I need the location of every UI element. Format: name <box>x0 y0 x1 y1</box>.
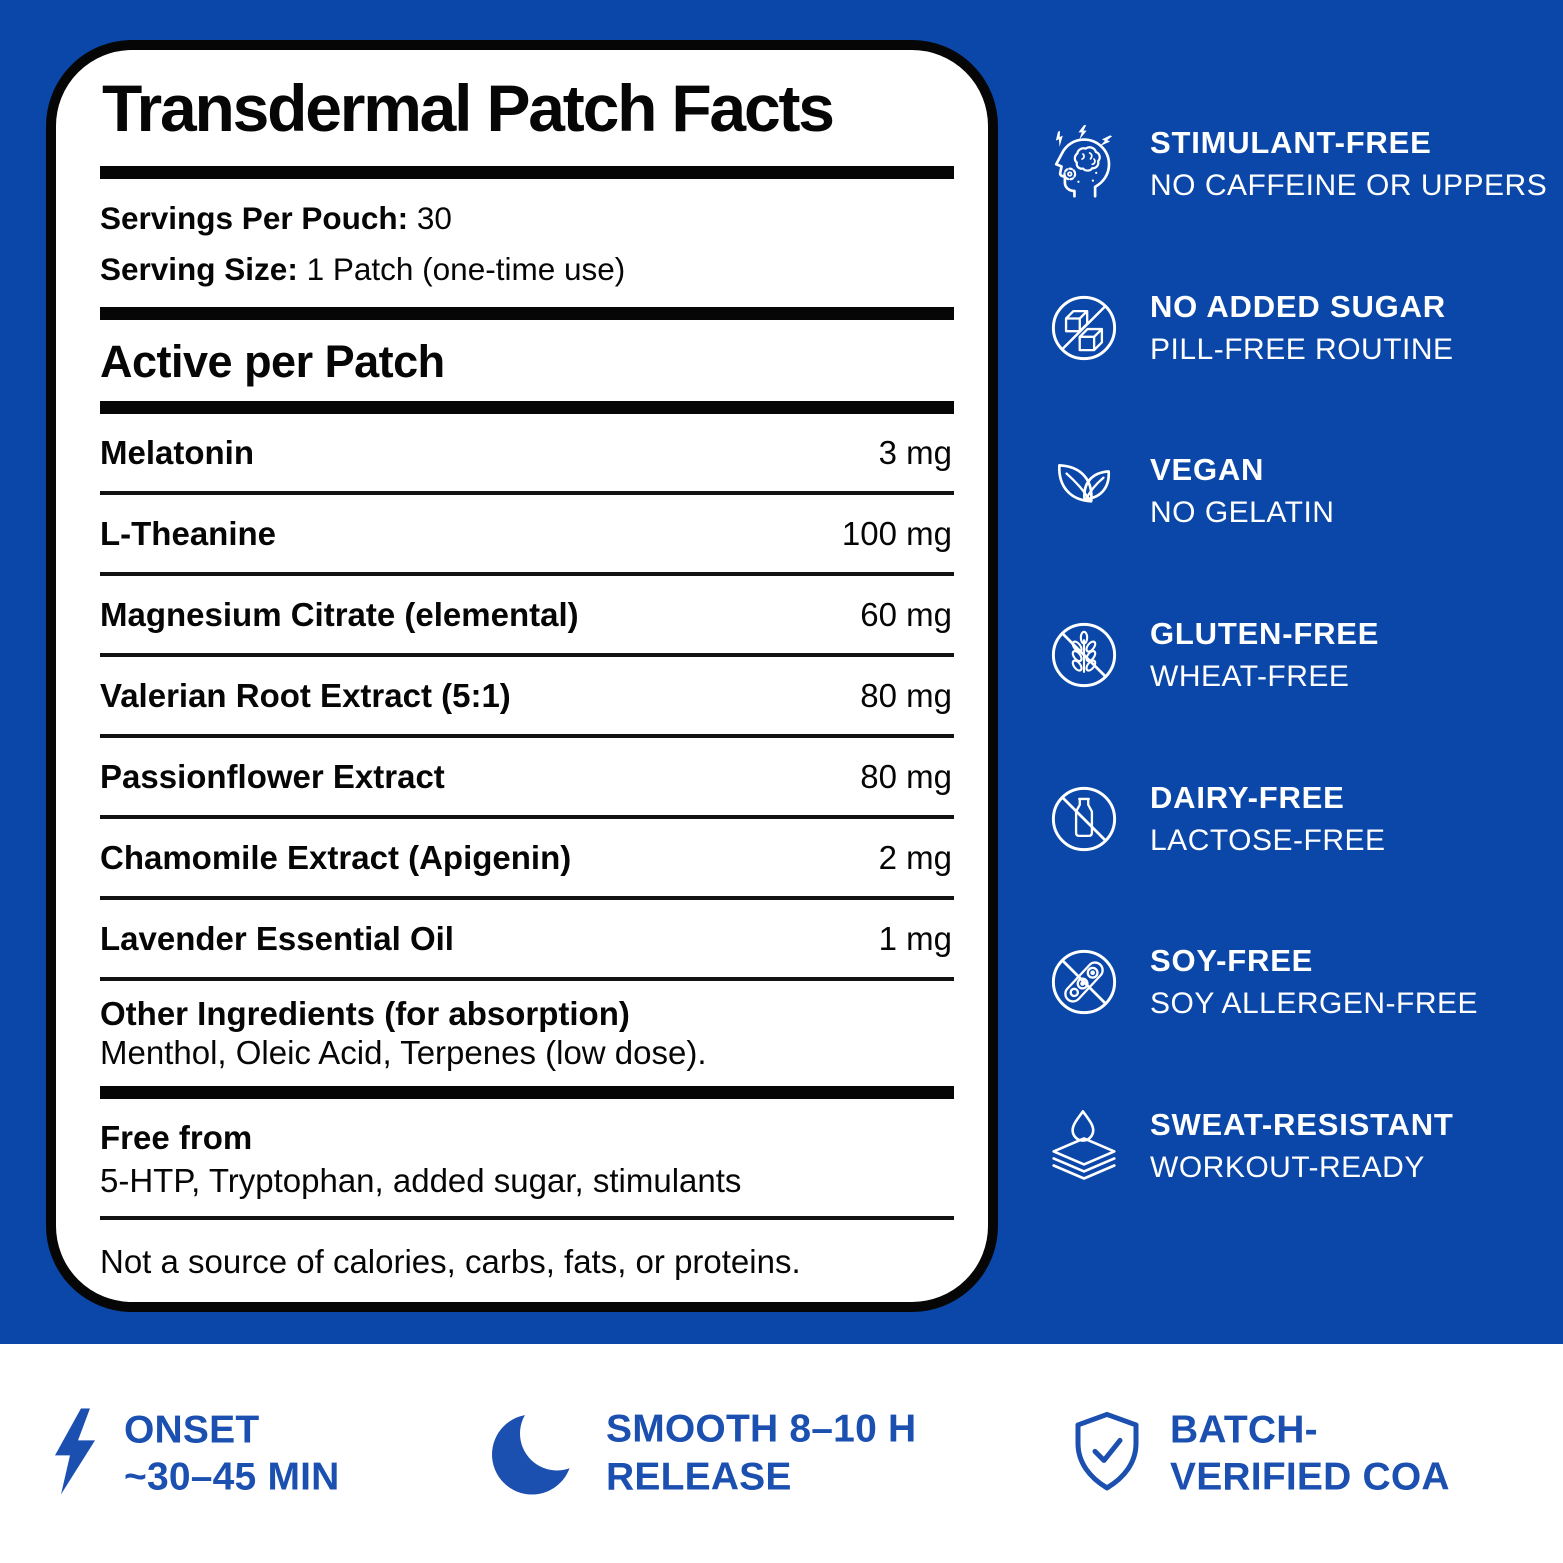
ingredient-name: Magnesium Citrate (elemental) <box>100 596 579 634</box>
ingredient-row: Valerian Root Extract (5:1) 80 mg <box>100 657 954 738</box>
badge-text: GLUTEN-FREE WHEAT-FREE <box>1150 616 1379 694</box>
badge-dairy-free: DAIRY-FREE LACTOSE-FREE <box>1042 775 1552 863</box>
feature-line2: ~30–45 MIN <box>124 1455 340 1499</box>
serving-size-value: 1 Patch (one-time use) <box>306 250 626 287</box>
badge-subtitle: SOY ALLERGEN-FREE <box>1150 987 1479 1021</box>
feature-line2: VERIFIED COA <box>1170 1455 1450 1499</box>
feature-line1: ONSET <box>124 1407 260 1451</box>
divider-thick <box>100 1085 954 1099</box>
divider-thin <box>100 1216 954 1221</box>
vegan-leaf-icon <box>1042 447 1126 535</box>
ingredient-amount: 100 mg <box>841 515 952 553</box>
footnote: Not a source of calories, carbs, fats, o… <box>100 1243 801 1281</box>
feature-line2: RELEASE <box>606 1455 792 1499</box>
ingredient-amount: 60 mg <box>860 596 952 634</box>
free-from: Free from 5-HTP, Tryptophan, added sugar… <box>100 1117 954 1203</box>
lightning-bolt-icon <box>52 1408 98 1499</box>
badge-title: VEGAN <box>1150 452 1265 488</box>
feature-text: BATCH- VERIFIED COA <box>1170 1406 1450 1501</box>
sweat-resistant-layers-icon <box>1042 1102 1126 1190</box>
badge-title: NO ADDED SUGAR <box>1150 288 1446 324</box>
ingredient-name: Passionflower Extract <box>100 757 445 795</box>
badge-text: SOY-FREE SOY ALLERGEN-FREE <box>1150 943 1478 1021</box>
divider-thick <box>100 401 954 415</box>
badge-title: GLUTEN-FREE <box>1150 615 1380 651</box>
soy-free-pod-icon <box>1042 938 1126 1026</box>
free-from-heading: Free from <box>100 1118 253 1156</box>
no-added-sugar-icon <box>1042 284 1126 372</box>
gluten-free-wheat-icon <box>1042 611 1126 699</box>
actives-heading: Active per Patch <box>100 335 445 387</box>
badge-subtitle: WORKOUT-READY <box>1150 1150 1425 1184</box>
feature-coa: BATCH- VERIFIED COA <box>1070 1406 1450 1501</box>
feature-line1: SMOOTH 8–10 H <box>606 1407 917 1451</box>
footer-band: ONSET ~30–45 MIN SMOOTH 8–10 H RELEASE <box>0 1344 1563 1563</box>
serving-size-label: Serving Size: <box>100 250 298 287</box>
ingredient-name: Chamomile Extract (Apigenin) <box>100 838 572 876</box>
badge-rail: STIMULANT-FREE NO CAFFEINE OR UPPERS NO … <box>1042 120 1552 1190</box>
other-ingredients-body: Menthol, Oleic Acid, Terpenes (low dose)… <box>100 1033 707 1071</box>
badge-subtitle: PILL-FREE ROUTINE <box>1150 332 1454 366</box>
badge-title: SWEAT-RESISTANT <box>1150 1106 1454 1142</box>
ingredient-row: Passionflower Extract 80 mg <box>100 738 954 819</box>
ingredient-name: Valerian Root Extract (5:1) <box>100 677 511 715</box>
ingredient-row: L-Theanine 100 mg <box>100 495 954 577</box>
divider-thick <box>100 165 954 179</box>
badge-subtitle: NO CAFFEINE OR UPPERS <box>1150 169 1548 202</box>
badge-title: SOY-FREE <box>1150 943 1314 979</box>
badge-subtitle: NO GELATIN <box>1150 496 1335 530</box>
other-ingredients-heading: Other Ingredients (for absorption) <box>100 994 630 1032</box>
badge-text: DAIRY-FREE LACTOSE-FREE <box>1150 780 1386 858</box>
free-from-body: 5-HTP, Tryptophan, added sugar, stimulan… <box>100 1161 742 1199</box>
feature-text: ONSET ~30–45 MIN <box>124 1406 340 1501</box>
servings-value: 30 <box>416 199 452 236</box>
servings-label: Servings Per Pouch: <box>100 199 409 236</box>
feature-onset: ONSET ~30–45 MIN <box>52 1406 340 1501</box>
badge-sweat-resistant: SWEAT-RESISTANT WORKOUT-READY <box>1042 1102 1552 1190</box>
divider-thick <box>100 306 954 320</box>
stimulant-free-brain-icon <box>1042 120 1126 208</box>
other-ingredients: Other Ingredients (for absorption) Menth… <box>100 995 954 1073</box>
badge-subtitle: LACTOSE-FREE <box>1150 823 1386 857</box>
feature-release: SMOOTH 8–10 H RELEASE <box>492 1396 916 1503</box>
ingredient-row: Melatonin 3 mg <box>100 414 954 496</box>
badge-soy-free: SOY-FREE SOY ALLERGEN-FREE <box>1042 938 1552 1026</box>
ingredient-row: Magnesium Citrate (elemental) 60 mg <box>100 576 954 658</box>
ingredient-amount: 3 mg <box>878 434 952 472</box>
ingredient-amount: 80 mg <box>860 677 952 715</box>
badge-text: VEGAN NO GELATIN <box>1150 452 1334 530</box>
badge-vegan: VEGAN NO GELATIN <box>1042 447 1552 535</box>
ingredient-amount: 80 mg <box>860 757 952 795</box>
feature-text: SMOOTH 8–10 H RELEASE <box>606 1406 916 1501</box>
badge-no-added-sugar: NO ADDED SUGAR PILL-FREE ROUTINE <box>1042 284 1552 372</box>
badge-text: SWEAT-RESISTANT WORKOUT-READY <box>1150 1107 1454 1185</box>
badge-subtitle: WHEAT-FREE <box>1150 659 1350 693</box>
badge-text: NO ADDED SUGAR PILL-FREE ROUTINE <box>1150 289 1454 367</box>
badge-title: DAIRY-FREE <box>1150 779 1345 815</box>
badge-gluten-free: GLUTEN-FREE WHEAT-FREE <box>1042 611 1552 699</box>
ingredient-amount: 2 mg <box>878 838 952 876</box>
shield-check-icon <box>1070 1410 1144 1497</box>
servings-per-pouch: Servings Per Pouch: 30 <box>100 193 954 244</box>
badge-text: STIMULANT-FREE NO CAFFEINE OR UPPERS <box>1150 125 1547 203</box>
ingredient-row: Lavender Essential Oil 1 mg <box>100 900 954 981</box>
badge-stimulant-free: STIMULANT-FREE NO CAFFEINE OR UPPERS <box>1042 120 1552 208</box>
ingredient-amount: 1 mg <box>878 919 952 957</box>
serving-size: Serving Size: 1 Patch (one-time use) <box>100 244 954 295</box>
ingredient-name: Melatonin <box>100 434 254 472</box>
moon-icon <box>492 1396 594 1503</box>
facts-panel: Transdermal Patch Facts Servings Per Pou… <box>46 40 998 1312</box>
dairy-free-bottle-icon <box>1042 775 1126 863</box>
ingredient-name: L-Theanine <box>100 515 277 553</box>
panel-title: Transdermal Patch Facts <box>102 71 835 145</box>
ingredient-name: Lavender Essential Oil <box>100 919 454 957</box>
ingredient-row: Chamomile Extract (Apigenin) 2 mg <box>100 819 954 900</box>
feature-line1: BATCH- <box>1170 1407 1318 1451</box>
badge-title: STIMULANT-FREE <box>1150 125 1432 160</box>
